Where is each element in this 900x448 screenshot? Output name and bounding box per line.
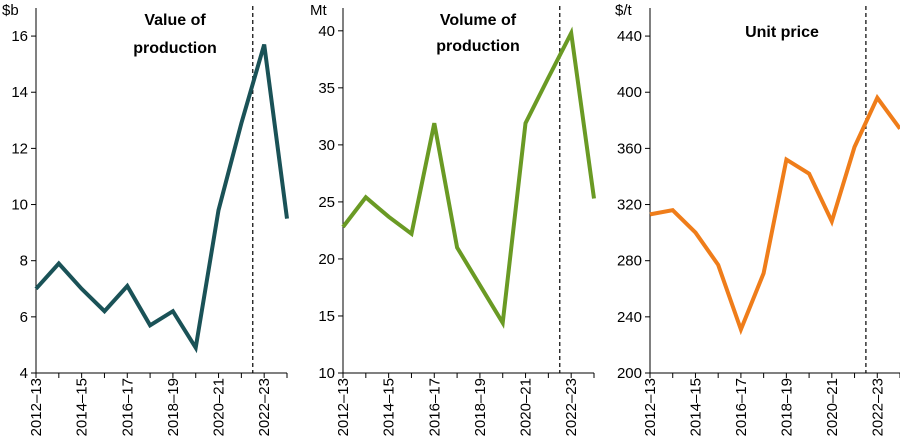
x-tick-label: 2016–17: [426, 378, 443, 436]
x-tick-label: 2018–19: [778, 378, 795, 436]
y-tick-label: 30: [318, 137, 335, 154]
y-tick-label: 40: [318, 23, 335, 40]
y-tick-label: 12: [11, 140, 28, 157]
chart-panel-1: 4 6 8 10 12 14 16 2012–13 2014–15 2016–17 2018–19 2…: [2, 2, 289, 436]
y-tick-label: 10: [318, 365, 335, 382]
x-tick-label: 2018–19: [472, 378, 489, 436]
x-tick-label: 2022–23: [563, 378, 580, 436]
chart-panel-3: 200 240 280 320 360 400 440 2012–13 2014–15 2016–…: [615, 2, 900, 436]
x-tick-label: 2016–17: [119, 378, 136, 436]
y-tick-label: 240: [617, 309, 642, 326]
y-tick-label: 360: [617, 140, 642, 157]
x-tick-label: 2014–15: [74, 378, 91, 436]
y-tick-label: 15: [318, 308, 335, 325]
x-tick-label: 2014–15: [381, 378, 398, 436]
series-line-3: [649, 93, 900, 336]
series-line-2: [341, 26, 596, 329]
y-tick-label: 25: [318, 194, 335, 211]
y-tick-label: 16: [11, 28, 28, 45]
panel-title: production: [436, 38, 520, 55]
y-tick-label: 400: [617, 84, 642, 101]
y-tick-label: 200: [617, 365, 642, 382]
x-tick-label: 2012–13: [335, 378, 352, 436]
x-tick-label: 2020–21: [824, 378, 841, 436]
panel-title: production: [133, 40, 217, 57]
x-tick-label: 2016–17: [733, 378, 750, 436]
y-tick-label: 320: [617, 197, 642, 214]
panel-title: Unit price: [745, 24, 819, 41]
panel-title: Volume of: [440, 12, 517, 29]
y-tick-label: 440: [617, 28, 642, 45]
panel-title: Value of: [144, 12, 206, 29]
y-tick-label: 6: [20, 309, 28, 326]
chart-panel-2: 10 15 20 25 30 35 40 2012–13 2014–15 2016–17 2018–…: [310, 2, 596, 436]
y-tick-label: 280: [617, 253, 642, 270]
y-unit-label: $b: [2, 2, 19, 19]
x-tick-label: 2012–13: [642, 378, 659, 436]
x-tick-label: 2022–23: [256, 378, 273, 436]
y-tick-label: 4: [20, 365, 28, 382]
y-tick-label: 10: [11, 197, 28, 214]
y-unit-label: $/t: [615, 2, 633, 19]
y-unit-label: Mt: [310, 2, 327, 19]
y-tick-label: 35: [318, 80, 335, 97]
x-tick-label: 2022–23: [869, 378, 886, 436]
x-tick-label: 2020–21: [211, 378, 228, 436]
series-line-1: [34, 43, 289, 354]
y-tick-label: 14: [11, 84, 28, 101]
x-tick-label: 2014–15: [687, 378, 704, 436]
y-tick-label: 20: [318, 251, 335, 268]
x-tick-label: 2018–19: [165, 378, 182, 436]
x-tick-label: 2012–13: [28, 378, 45, 436]
x-tick-label: 2020–21: [518, 378, 535, 436]
y-tick-label: 8: [20, 253, 28, 270]
